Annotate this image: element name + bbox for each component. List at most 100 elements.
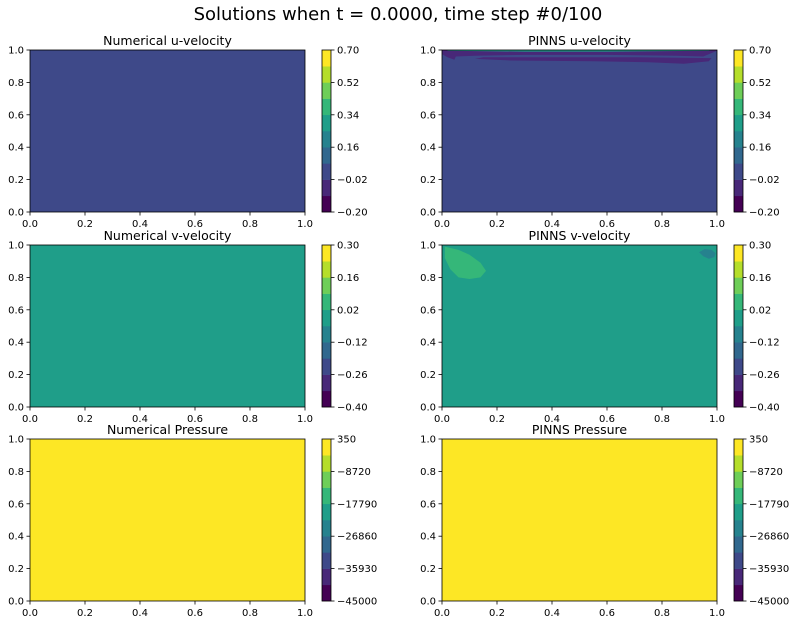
x-tick-label: 0.4 (132, 219, 148, 230)
colorbar-band-1 (734, 179, 743, 197)
colorbar-band-3 (734, 536, 743, 553)
colorbar-band-7 (322, 277, 331, 294)
subplot-title: Numerical v-velocity (104, 228, 232, 243)
colorbar-tick-label: 0.16 (337, 143, 359, 154)
colorbar-band-1 (734, 568, 743, 586)
colorbar-band-5 (322, 309, 331, 327)
y-tick-label: 1.0 (420, 241, 436, 252)
y-tick-label: 1.0 (8, 435, 24, 446)
colorbar-band-6 (322, 98, 331, 116)
colorbar-band-6 (322, 487, 331, 505)
contour-region-0 (442, 50, 717, 60)
colorbar-band-8 (322, 66, 331, 83)
colorbar-band-5 (322, 114, 331, 132)
y-tick-label: 0.6 (8, 110, 24, 121)
x-tick-label: 0.6 (599, 608, 615, 619)
colorbar-frame (321, 438, 332, 602)
y-tick-label: 0.2 (420, 564, 436, 575)
x-tick-label: 1.0 (709, 608, 725, 619)
colorbar-band-6 (734, 487, 743, 505)
colorbar-band-0 (734, 584, 743, 602)
y-tick-label: 0.4 (420, 532, 436, 543)
colorbar-band-3 (322, 342, 331, 359)
y-tick-label: 0.8 (8, 467, 24, 478)
colorbar-band-3 (734, 342, 743, 359)
colorbar-band-5 (322, 503, 331, 521)
x-tick-label: 0.0 (434, 414, 450, 425)
colorbar-band-7 (734, 82, 743, 99)
colorbar-band-9 (322, 245, 331, 262)
colorbar-tick-label: 350 (749, 435, 768, 446)
colorbar-tick-label: −45000 (749, 597, 789, 608)
colorbar-band-9 (734, 439, 743, 456)
colorbar-band-1 (322, 374, 331, 392)
colorbar-band-3 (322, 147, 331, 164)
contour-region-1 (699, 249, 716, 259)
y-tick-label: 0.2 (420, 175, 436, 186)
colorbar-band-1 (322, 179, 331, 197)
colorbar-tick-label: −26860 (749, 532, 789, 543)
figure-title: Solutions when t = 0.0000, time step #0/… (193, 4, 603, 25)
y-tick-label: 0.4 (420, 143, 436, 154)
x-tick-label: 0.6 (599, 219, 615, 230)
colorbar-tick-label: 0.02 (337, 305, 359, 316)
colorbar-tick-label: 0.30 (337, 241, 359, 252)
colorbar-tick-label: −8720 (337, 467, 371, 478)
colorbar-tick-label: 0.70 (337, 46, 359, 57)
colorbar-band-9 (734, 245, 743, 262)
y-tick-label: 0.0 (420, 597, 436, 608)
y-tick-label: 0.4 (420, 338, 436, 349)
colorbar-band-2 (322, 358, 331, 375)
x-tick-label: 0.0 (434, 219, 450, 230)
contour-field (30, 439, 305, 601)
x-tick-label: 0.0 (22, 608, 38, 619)
colorbar-band-7 (322, 471, 331, 488)
colorbar-band-2 (322, 163, 331, 180)
y-tick-label: 0.6 (420, 110, 436, 121)
contour-field (30, 50, 305, 212)
plot-frame (441, 244, 718, 408)
colorbar-band-4 (322, 326, 331, 343)
y-tick-label: 0.6 (8, 305, 24, 316)
colorbar-frame (321, 244, 332, 408)
plot-frame (441, 49, 718, 213)
plot-frame (29, 49, 306, 213)
colorbar-band-2 (322, 552, 331, 569)
colorbar-frame (733, 49, 744, 213)
colorbar-tick-label: 0.34 (337, 110, 359, 121)
colorbar-band-3 (734, 147, 743, 164)
colorbar-tick-label: −0.40 (337, 403, 368, 414)
x-tick-label: 0.4 (132, 414, 148, 425)
y-tick-label: 1.0 (420, 435, 436, 446)
colorbar-band-9 (322, 50, 331, 67)
y-tick-label: 0.4 (8, 338, 24, 349)
colorbar-frame (733, 438, 744, 602)
y-tick-label: 0.6 (420, 305, 436, 316)
colorbar-band-7 (734, 277, 743, 294)
colorbar-tick-label: −0.20 (749, 208, 780, 219)
x-tick-label: 0.6 (187, 414, 203, 425)
plot-frame (441, 438, 718, 602)
colorbar-band-8 (322, 261, 331, 278)
y-tick-label: 0.0 (8, 597, 24, 608)
subplot-title: Numerical Pressure (107, 422, 228, 437)
plot-frame (29, 244, 306, 408)
x-tick-label: 0.8 (654, 414, 670, 425)
y-tick-label: 0.8 (8, 273, 24, 284)
colorbar-band-7 (734, 471, 743, 488)
x-tick-label: 0.2 (77, 219, 93, 230)
colorbar-tick-label: 0.16 (337, 273, 359, 284)
contour-field (442, 50, 717, 212)
x-tick-label: 0.0 (22, 414, 38, 425)
colorbar-tick-label: −8720 (749, 467, 783, 478)
colorbar-tick-label: 0.34 (749, 110, 771, 121)
y-tick-label: 1.0 (420, 46, 436, 57)
x-tick-label: 0.2 (77, 414, 93, 425)
colorbar-band-5 (734, 114, 743, 132)
colorbar-band-6 (734, 293, 743, 311)
y-tick-label: 0.2 (420, 370, 436, 381)
y-tick-label: 0.8 (8, 78, 24, 89)
colorbar-band-2 (734, 358, 743, 375)
colorbar-tick-label: −0.26 (749, 370, 780, 381)
colorbar-tick-label: −0.02 (337, 175, 368, 186)
